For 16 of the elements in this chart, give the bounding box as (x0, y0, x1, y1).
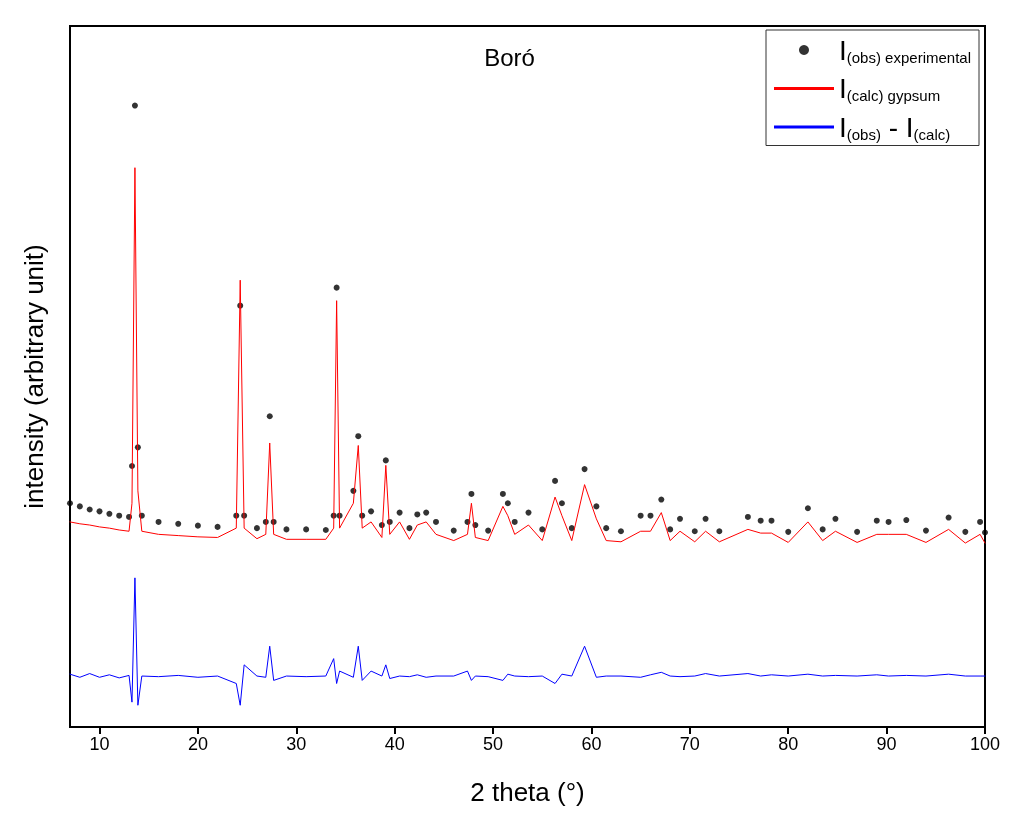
x-tick-label: 30 (286, 734, 307, 754)
chart-title: Boró (484, 43, 535, 71)
y-axis-title: intensity (arbitrary unit) (18, 244, 50, 509)
legend-label: I(obs) - I(calc) (839, 111, 951, 143)
x-axis-title: 2 theta (°) (470, 777, 585, 807)
x-tick-label: 40 (384, 734, 405, 754)
legend-label: I(calc) gypsum (839, 73, 941, 104)
x-tick-label: 50 (483, 734, 504, 754)
x-tick-label: 90 (876, 734, 897, 754)
x-tick-label: 20 (187, 734, 208, 754)
legend-label: I(obs) experimental (839, 34, 971, 66)
x-tick-label: 80 (778, 734, 799, 754)
x-tick-label: 10 (89, 734, 110, 754)
x-tick-label: 60 (581, 734, 602, 754)
x-tick-label: 100 (969, 734, 1001, 754)
x-tick-label: 70 (679, 734, 700, 754)
